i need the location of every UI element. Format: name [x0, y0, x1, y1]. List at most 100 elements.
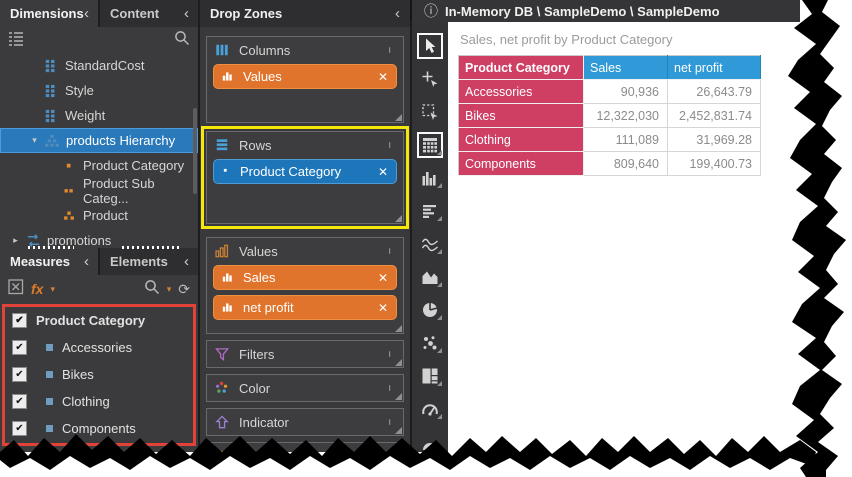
tree-item-products-hierarchy[interactable]: ▾ products Hierarchy	[0, 128, 198, 153]
collapse-chevron-icon[interactable]: ‹	[395, 4, 400, 22]
section-menu-icon[interactable]	[386, 137, 396, 153]
hierarchy-icon	[44, 133, 60, 149]
checklist-item-product-category[interactable]: ✔ Product Category	[5, 307, 193, 334]
grid-dimension-cell: Accessories	[458, 79, 584, 104]
add-element-tool-icon	[417, 66, 443, 92]
field-chip-net-profit[interactable]: net profit ✕	[213, 295, 397, 320]
checklist-item-label: Accessories	[62, 340, 133, 355]
map-element[interactable]	[412, 425, 448, 458]
tab-elements[interactable]: Elements ‹	[100, 248, 198, 275]
dropzone-section-rows[interactable]: Rows Product Category ✕	[201, 126, 409, 229]
marquee-select-tool[interactable]	[412, 95, 448, 128]
dropzone-section-label: Filters	[239, 346, 275, 362]
tree-item-style[interactable]: Style	[0, 78, 198, 103]
expander-down-icon[interactable]: ▾	[32, 135, 37, 145]
hierarchy-level3-icon	[61, 208, 77, 224]
tree-item-label: Product Category	[83, 158, 185, 173]
section-menu-icon[interactable]	[386, 42, 396, 58]
tree-item-weight[interactable]: Weight	[0, 103, 198, 128]
list-view-icon[interactable]	[8, 30, 24, 51]
bar-chart-element-icon	[417, 165, 443, 191]
bar-chart-element[interactable]	[412, 161, 448, 194]
checkbox-checked-icon[interactable]: ✔	[12, 394, 27, 409]
add-element-tool[interactable]	[412, 62, 448, 95]
table-relation-icon	[25, 233, 41, 249]
dropzone-section-label: Values	[239, 243, 278, 259]
area-chart-element-icon	[417, 264, 443, 290]
dropzone-section-header: Color	[207, 375, 403, 401]
cards-element[interactable]	[412, 194, 448, 227]
checklist-item-label: Product Category	[36, 313, 146, 328]
dropzone-section-filters[interactable]: Filters	[206, 340, 404, 368]
treemap-element[interactable]	[412, 359, 448, 392]
gauge-element[interactable]	[412, 392, 448, 425]
search-icon[interactable]	[174, 30, 190, 51]
element-type-toolbar	[412, 22, 448, 462]
chip-label: net profit	[243, 300, 294, 315]
checkbox-checked-icon[interactable]: ✔	[12, 367, 27, 382]
drop-zones-panel: Drop Zones ‹ Columns Values ✕ Rows Product C…	[200, 0, 410, 470]
tab-dimensions[interactable]: Dimensions ‹	[0, 0, 100, 27]
checkbox-checked-icon[interactable]: ✔	[12, 340, 27, 355]
caret-down-icon[interactable]: ▾	[166, 283, 172, 294]
grid-value-cell: 2,452,831.74	[667, 103, 761, 128]
checklist-item-clothing[interactable]: ✔ Clothing	[5, 388, 193, 415]
clear-selection-icon[interactable]	[8, 278, 24, 300]
checklist-item-accessories[interactable]: ✔ Accessories	[5, 334, 193, 361]
tree-scrollbar[interactable]	[193, 108, 197, 194]
refresh-icon[interactable]: ⟳	[178, 281, 190, 297]
tree-item-standardcost[interactable]: StandardCost	[0, 53, 198, 78]
chip-label: Values	[243, 69, 282, 84]
gauge-element-icon	[417, 396, 443, 422]
area-chart-element[interactable]	[412, 260, 448, 293]
field-chip-sales[interactable]: Sales ✕	[213, 265, 397, 290]
search-icon[interactable]	[144, 279, 160, 300]
remove-field-icon[interactable]: ✕	[377, 270, 388, 285]
partial-section-icon	[214, 448, 230, 464]
checkbox-checked-icon[interactable]: ✔	[12, 421, 27, 436]
field-chip-values[interactable]: Values ✕	[213, 64, 397, 89]
tab-measures[interactable]: Measures ‹	[0, 248, 100, 275]
expander-right-icon[interactable]: ▸	[13, 235, 18, 245]
collapse-chevron-icon[interactable]: ‹	[184, 4, 189, 22]
dropzone-section-values[interactable]: Values Sales ✕ net profit ✕	[206, 237, 404, 334]
grid-element[interactable]	[412, 128, 448, 161]
collapse-chevron-icon[interactable]: ‹	[84, 252, 89, 270]
scatter-element[interactable]	[412, 326, 448, 359]
section-menu-icon[interactable]	[386, 414, 396, 430]
pivot-grid[interactable]: Product Category Sales net profit Accessori…	[458, 55, 761, 176]
tab-content[interactable]: Content ‹	[100, 0, 198, 27]
remove-field-icon[interactable]: ✕	[377, 300, 388, 315]
collapse-chevron-icon[interactable]: ‹	[184, 252, 189, 270]
tab-dimensions-label: Dimensions	[10, 6, 84, 21]
tree-item-product-sub-categ[interactable]: Product Sub Categ...	[0, 176, 198, 206]
caret-down-icon[interactable]: ▾	[50, 283, 55, 294]
bar-chart-icon	[222, 70, 235, 83]
dropzone-section-color[interactable]: Color	[206, 374, 404, 402]
tree-item-product[interactable]: Product	[0, 203, 198, 228]
checkbox-checked-icon[interactable]: ✔	[12, 313, 27, 328]
remove-field-icon[interactable]: ✕	[377, 164, 388, 179]
info-icon[interactable]: ⓘ	[424, 3, 438, 19]
field-chip-product-category[interactable]: Product Category ✕	[213, 159, 397, 184]
drop-zones-body: Columns Values ✕ Rows Product Category ✕ Value…	[200, 27, 410, 470]
line-chart-element[interactable]	[412, 227, 448, 260]
grid-value-cell: 31,969.28	[667, 127, 761, 152]
checklist-item-bikes[interactable]: ✔ Bikes	[5, 361, 193, 388]
dropzone-section-columns[interactable]: Columns Values ✕	[206, 36, 404, 123]
section-menu-icon[interactable]	[386, 243, 396, 259]
tree-item-product-category[interactable]: Product Category	[0, 153, 198, 178]
checklist-item-components[interactable]: ✔ Components	[5, 415, 193, 442]
collapse-chevron-icon[interactable]: ‹	[84, 4, 89, 22]
grid-row-components: Components 809,640 199,400.73	[458, 151, 761, 176]
fx-function-icon[interactable]: fx	[31, 281, 44, 297]
pointer-tool[interactable]	[412, 29, 448, 62]
tree-item-promotions[interactable]: ▸ promotions	[0, 228, 198, 253]
dropzone-section-indicator[interactable]: Indicator	[206, 408, 404, 436]
section-menu-icon[interactable]	[386, 346, 396, 362]
dropzone-section-partial[interactable]	[206, 442, 404, 470]
pie-element[interactable]	[412, 293, 448, 326]
section-menu-icon[interactable]	[386, 380, 396, 396]
section-menu-icon[interactable]	[386, 448, 396, 464]
remove-field-icon[interactable]: ✕	[377, 69, 388, 84]
